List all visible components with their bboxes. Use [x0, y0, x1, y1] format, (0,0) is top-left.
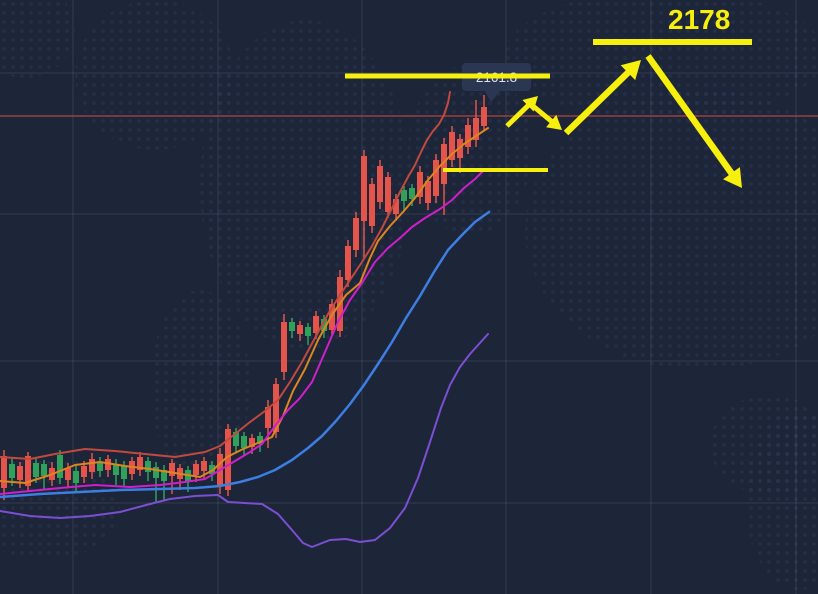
ma-blue — [0, 210, 491, 499]
drawn-resistance-lines[interactable] — [345, 39, 752, 172]
upper-band-red — [0, 91, 451, 460]
candles-layer — [1, 95, 487, 502]
forecast-arrow-4[interactable] — [645, 54, 742, 188]
resistance-near[interactable] — [345, 73, 550, 79]
drawn-forecast-arrows[interactable] — [505, 54, 742, 188]
support-minor[interactable] — [443, 168, 548, 172]
forecast-arrow-2[interactable] — [531, 104, 562, 130]
resistance-target[interactable] — [593, 39, 752, 45]
target-price-text: 2178 — [668, 4, 730, 35]
price-tag-pointer — [484, 90, 501, 102]
ma-magenta — [0, 169, 485, 495]
moving-averages-layer — [0, 91, 491, 548]
ma-orange — [0, 127, 489, 484]
forecast-arrow-1[interactable] — [505, 96, 538, 128]
forecast-arrow-3[interactable] — [563, 60, 641, 136]
lower-band-violet — [0, 333, 489, 548]
